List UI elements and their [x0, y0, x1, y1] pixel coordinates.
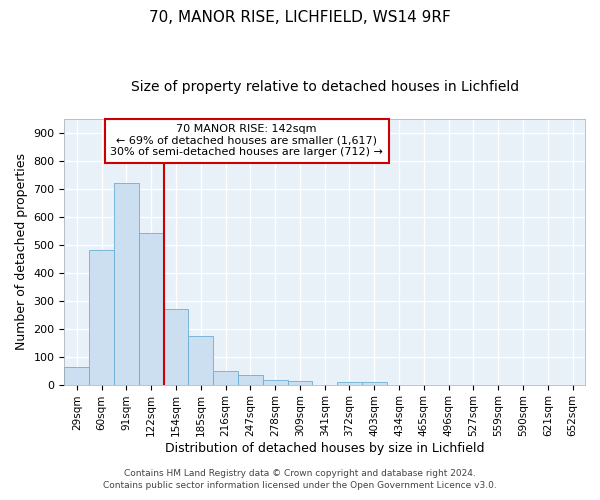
Bar [287, 380, 313, 384]
Bar [139, 233, 164, 384]
Bar [89, 250, 114, 384]
Bar [238, 375, 263, 384]
Bar [164, 309, 188, 384]
Bar [64, 367, 89, 384]
X-axis label: Distribution of detached houses by size in Lichfield: Distribution of detached houses by size … [165, 442, 484, 455]
Bar [213, 372, 238, 384]
Bar [362, 382, 386, 384]
Title: Size of property relative to detached houses in Lichfield: Size of property relative to detached ho… [131, 80, 519, 94]
Bar [188, 336, 213, 384]
Bar [263, 380, 287, 384]
Text: 70, MANOR RISE, LICHFIELD, WS14 9RF: 70, MANOR RISE, LICHFIELD, WS14 9RF [149, 10, 451, 25]
Bar [114, 183, 139, 384]
Y-axis label: Number of detached properties: Number of detached properties [15, 153, 28, 350]
Text: Contains HM Land Registry data © Crown copyright and database right 2024.
Contai: Contains HM Land Registry data © Crown c… [103, 468, 497, 490]
Bar [337, 382, 362, 384]
Text: 70 MANOR RISE: 142sqm
← 69% of detached houses are smaller (1,617)
30% of semi-d: 70 MANOR RISE: 142sqm ← 69% of detached … [110, 124, 383, 158]
